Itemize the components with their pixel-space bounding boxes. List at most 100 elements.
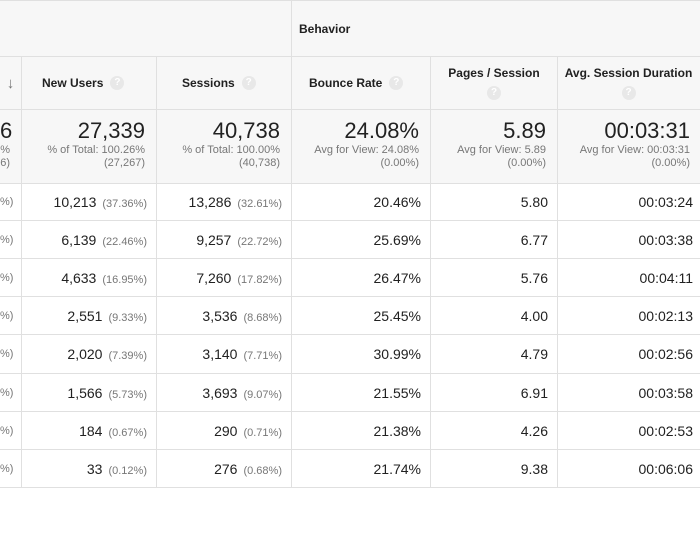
- sessions-value: 9,257: [196, 232, 232, 249]
- new-users-value: 2,551: [67, 308, 103, 325]
- total-avg-duration-line2: (0.00%): [651, 157, 690, 169]
- table-row[interactable]: %) 33 (0.12%) 276 (0.68%) 21.74% 9.38 00:06:06: [0, 450, 700, 488]
- total-bounce-rate-line1: Avg for View: 24.08%: [314, 144, 419, 156]
- divider: [0, 183, 700, 184]
- row-bounce-rate: 21.55%: [373, 384, 421, 401]
- sort-column-header[interactable]: ↓: [0, 57, 21, 109]
- total-edge-sub: % 6): [0, 144, 10, 170]
- total-new-users: 27,339: [77, 118, 145, 143]
- row-edge-fragment: %): [0, 462, 14, 475]
- row-pages-session: 6.91: [520, 384, 548, 401]
- row-pages-session: 4.26: [520, 422, 548, 439]
- row-new-users: 33 (0.12%): [22, 450, 147, 488]
- sessions-header[interactable]: Sessions ?: [182, 57, 256, 109]
- row-sessions: 3,693 (9.07%): [157, 374, 282, 412]
- row-bounce-rate: 21.38%: [373, 422, 421, 439]
- divider: [291, 0, 292, 57]
- new-users-percent: (22.46%): [102, 236, 147, 249]
- row-new-users: 2,020 (7.39%): [22, 335, 147, 373]
- total-avg-duration-sub: Avg for View: 00:03:31 (0.00%): [557, 144, 690, 170]
- new-users-header-label[interactable]: New Users: [42, 76, 104, 90]
- help-icon[interactable]: ?: [241, 76, 256, 90]
- table-row[interactable]: %) 2,551 (9.33%) 3,536 (8.68%) 25.45% 4.00 00:0…: [0, 297, 700, 335]
- row-bounce-rate: 21.74%: [373, 460, 421, 477]
- row-pages-session: 9.38: [520, 460, 548, 477]
- row-edge-fragment: %): [0, 234, 14, 247]
- row-sessions: 276 (0.68%): [157, 450, 282, 488]
- divider: [291, 57, 292, 488]
- new-users-header[interactable]: New Users ?: [42, 57, 125, 109]
- total-sessions-line1: % of Total: 100.00%: [182, 144, 280, 156]
- row-bounce-rate: 20.46%: [373, 194, 421, 210]
- divider: [0, 410, 700, 412]
- total-sessions: 40,738: [212, 118, 280, 143]
- row-pages-session: 5.76: [520, 270, 548, 287]
- total-bounce-rate-sub: Avg for View: 24.08% (0.00%): [292, 144, 419, 170]
- sort-down-arrow-icon[interactable]: ↓: [6, 74, 15, 92]
- row-pages-session: 5.80: [520, 194, 548, 210]
- table-row[interactable]: %) 2,020 (7.39%) 3,140 (7.71%) 30.99% 4.79 00:0…: [0, 335, 700, 373]
- avg-duration-header-label[interactable]: Avg. Session Duration: [564, 66, 693, 80]
- pages-session-header[interactable]: Pages / Session ?: [431, 57, 557, 109]
- total-bounce-rate: 24.08%: [344, 118, 419, 143]
- total-bounce-rate-line2: (0.00%): [380, 157, 419, 169]
- total-pages-session-line1: Avg for View: 5.89: [457, 144, 546, 156]
- divider: [156, 57, 157, 488]
- divider: [0, 486, 700, 488]
- pages-session-header-label[interactable]: Pages / Session: [448, 66, 540, 80]
- sessions-percent: (8.68%): [243, 312, 282, 325]
- new-users-percent: (0.12%): [108, 464, 147, 477]
- table-row[interactable]: %) 4,633 (16.95%) 7,260 (17.82%) 26.47% 5.76 00…: [0, 259, 700, 297]
- sessions-value: 3,693: [202, 384, 238, 401]
- total-avg-duration-line1: Avg for View: 00:03:31: [579, 144, 690, 156]
- row-new-users: 10,213 (37.36%): [22, 183, 147, 221]
- new-users-percent: (5.73%): [108, 388, 147, 401]
- new-users-percent: (7.39%): [108, 350, 147, 363]
- row-avg-duration: 00:06:06: [638, 460, 694, 477]
- avg-duration-header[interactable]: Avg. Session Duration ?: [557, 57, 700, 109]
- help-icon[interactable]: ?: [110, 76, 125, 90]
- help-icon[interactable]: ?: [487, 86, 501, 100]
- row-edge-fragment: %): [0, 310, 14, 323]
- divider: [0, 296, 700, 298]
- divider: [0, 109, 700, 110]
- row-pages-session: 6.77: [520, 232, 548, 249]
- sessions-percent: (22.72%): [237, 236, 282, 249]
- total-edge-sub-line2: 6): [0, 157, 10, 169]
- help-icon[interactable]: ?: [389, 76, 404, 90]
- bounce-rate-header[interactable]: Bounce Rate ?: [309, 57, 404, 109]
- row-avg-duration: 00:02:13: [638, 308, 694, 325]
- total-edge-value: 6: [0, 118, 13, 143]
- help-icon[interactable]: ?: [621, 86, 636, 100]
- row-new-users: 6,139 (22.46%): [22, 221, 147, 259]
- total-avg-duration: 00:03:31: [604, 118, 690, 143]
- total-pages-session-line2: (0.00%): [507, 157, 546, 169]
- divider: [21, 57, 22, 488]
- row-edge-fragment: %): [0, 424, 14, 437]
- row-avg-duration: 00:02:53: [638, 422, 694, 439]
- divider: [0, 56, 700, 57]
- row-sessions: 9,257 (22.72%): [157, 221, 282, 259]
- table-row[interactable]: %) 1,566 (5.73%) 3,693 (9.07%) 21.55% 6.91 00:0…: [0, 374, 700, 412]
- table-row[interactable]: %) 184 (0.67%) 290 (0.71%) 21.38% 4.26 00:02:53: [0, 412, 700, 450]
- total-pages-session: 5.89: [503, 118, 546, 143]
- new-users-value: 1,566: [67, 384, 103, 401]
- row-edge-fragment: %): [0, 196, 14, 208]
- new-users-percent: (9.33%): [108, 312, 147, 325]
- total-edge-sub-line1: %: [0, 144, 10, 156]
- new-users-value: 10,213: [53, 194, 97, 210]
- new-users-value: 184: [79, 422, 103, 439]
- row-bounce-rate: 25.69%: [373, 232, 421, 249]
- row-avg-duration: 00:03:38: [638, 232, 694, 249]
- new-users-value: 33: [86, 460, 103, 477]
- table-row[interactable]: %) 10,213 (37.36%) 13,286 (32.61%) 20.46% 5.80…: [0, 183, 700, 221]
- sessions-header-label[interactable]: Sessions: [182, 76, 235, 90]
- behavior-group-header: Behavior: [299, 22, 351, 36]
- row-edge-fragment: %): [0, 272, 14, 285]
- bounce-rate-header-label[interactable]: Bounce Rate: [309, 76, 383, 90]
- row-bounce-rate: 30.99%: [373, 346, 421, 363]
- table-row[interactable]: %) 6,139 (22.46%) 9,257 (22.72%) 25.69% 6.77 00…: [0, 221, 700, 259]
- divider: [0, 258, 700, 260]
- total-sessions-sub: % of Total: 100.00% (40,738): [157, 144, 280, 170]
- sessions-percent: (0.68%): [243, 464, 282, 477]
